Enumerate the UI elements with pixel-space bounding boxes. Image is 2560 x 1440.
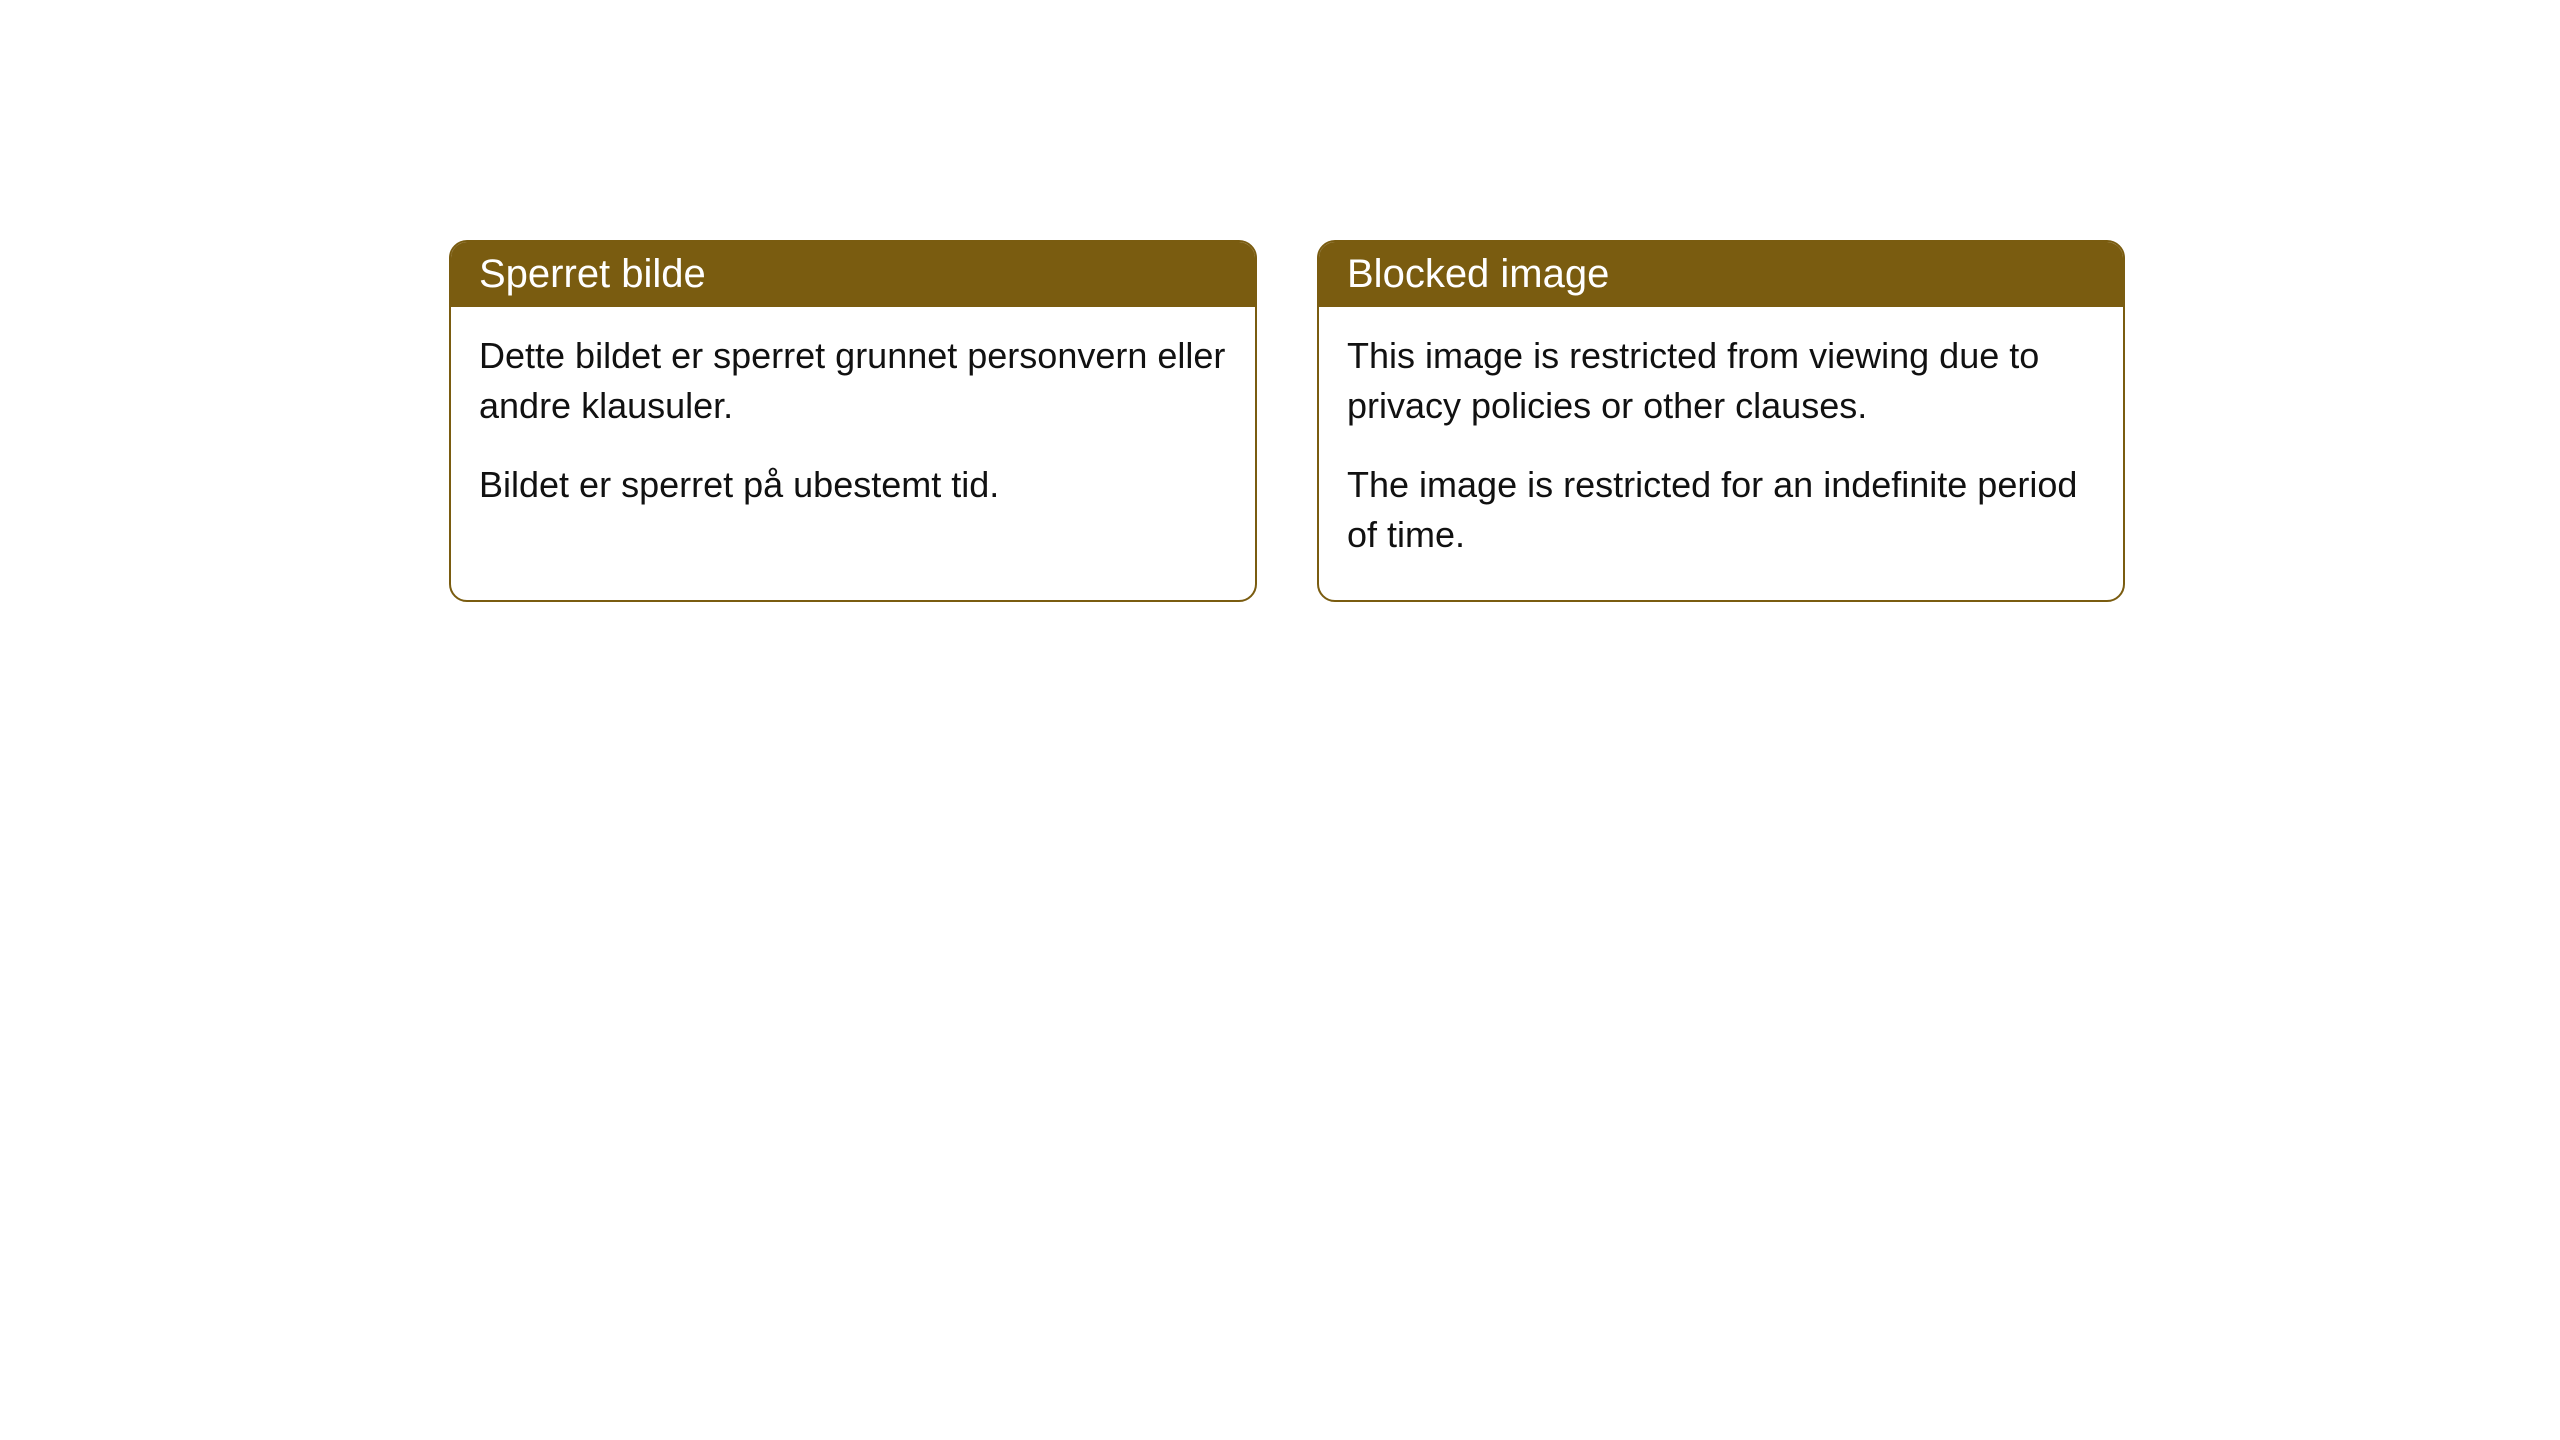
blocked-image-card-norwegian: Sperret bilde Dette bildet er sperret gr… [449,240,1257,602]
card-body: This image is restricted from viewing du… [1319,307,2123,600]
card-paragraph-1: This image is restricted from viewing du… [1347,331,2095,430]
card-paragraph-2: The image is restricted for an indefinit… [1347,460,2095,559]
card-body: Dette bildet er sperret grunnet personve… [451,307,1255,550]
card-title: Sperret bilde [451,242,1255,307]
card-paragraph-2: Bildet er sperret på ubestemt tid. [479,460,1227,510]
card-title: Blocked image [1319,242,2123,307]
blocked-image-card-english: Blocked image This image is restricted f… [1317,240,2125,602]
notice-cards-container: Sperret bilde Dette bildet er sperret gr… [449,240,2125,602]
card-paragraph-1: Dette bildet er sperret grunnet personve… [479,331,1227,430]
